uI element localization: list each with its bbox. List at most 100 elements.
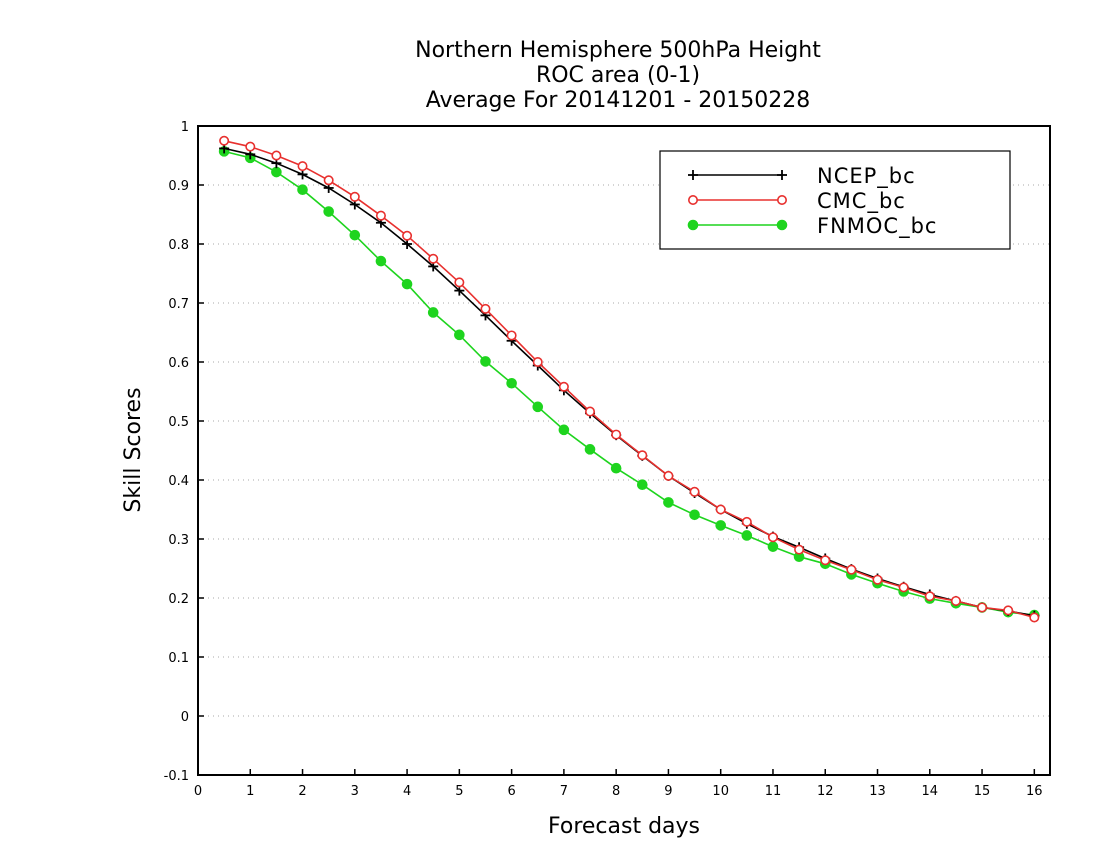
cmc-bc-point: [271, 150, 282, 161]
x-tick-label: 7: [560, 784, 568, 799]
legend-fnmoc-bc-point: [776, 219, 788, 231]
legend-label: FNMOC_bc: [817, 214, 937, 239]
cmc-bc-point: [245, 141, 256, 152]
y-tick-label: 0.3: [168, 533, 189, 548]
cmc-bc-point: [532, 356, 543, 367]
legend-item-fnmoc-bc: FNMOC_bc: [687, 214, 937, 239]
series-cmc-bc: [219, 135, 1040, 623]
fnmoc-bc-point: [375, 255, 387, 267]
cmc-bc-point: [323, 175, 334, 186]
y-axis-label: Skill Scores: [121, 387, 146, 512]
title-line-3: Average For 20141201 - 20150228: [426, 88, 811, 113]
y-tick-label: 0.6: [168, 356, 189, 371]
x-tick-label: 8: [612, 784, 620, 799]
legend-item-ncep-bc: NCEP_bc: [688, 164, 916, 189]
cmc-bc-point: [585, 406, 596, 417]
cmc-bc-point: [454, 277, 465, 288]
fnmoc-bc-point: [689, 509, 700, 521]
y-tick-label: 0.9: [168, 179, 189, 194]
cmc-bc-point: [428, 253, 439, 264]
fnmoc-bc-point: [480, 356, 491, 367]
x-axis-ticks: 0 1 2 3 4 5 6 7 8 9 10 11 12 13 14 15 16: [194, 769, 1043, 799]
x-tick-label: 0: [194, 784, 202, 799]
y-tick-label: 0.8: [168, 238, 189, 253]
x-tick-label: 1: [246, 784, 254, 799]
cmc-bc-point: [924, 591, 935, 602]
x-axis-label: Forecast days: [548, 814, 700, 839]
cmc-bc-point: [1029, 612, 1040, 623]
cmc-bc-point: [767, 532, 778, 543]
fnmoc-bc-point: [610, 462, 622, 474]
x-tick-label: 16: [1026, 784, 1043, 799]
x-tick-label: 13: [869, 784, 886, 799]
fnmoc-bc-point: [741, 530, 753, 541]
cmc-bc-point: [558, 381, 569, 392]
legend-label: NCEP_bc: [817, 164, 916, 189]
y-tick-label: 0.5: [168, 415, 189, 430]
cmc-bc-point: [846, 564, 857, 575]
chart-title: Northern Hemisphere 500hPa Height ROC ar…: [415, 38, 821, 113]
y-tick-label: 0.4: [168, 474, 189, 489]
cmc-bc-point: [663, 470, 674, 481]
cmc-bc-point: [402, 230, 413, 241]
y-tick-label: -0.1: [164, 769, 189, 784]
x-tick-label: 10: [712, 784, 729, 799]
cmc-bc-point: [715, 504, 726, 515]
legend-item-cmc-bc: CMC_bc: [687, 189, 906, 214]
cmc-bc-point: [741, 516, 752, 527]
x-tick-label: 3: [351, 784, 359, 799]
y-tick-label: 0: [181, 710, 189, 725]
fnmoc-bc-point: [663, 497, 674, 508]
y-tick-label: 0.7: [168, 297, 189, 312]
cmc-bc-point: [637, 450, 648, 461]
cmc-bc-point: [1003, 605, 1014, 616]
legend-label: CMC_bc: [817, 189, 906, 214]
cmc-bc-point: [820, 555, 831, 566]
x-tick-label: 11: [765, 784, 782, 799]
fnmoc-bc-point: [427, 307, 439, 318]
legend-cmc-bc-point: [776, 195, 787, 206]
fnmoc-bc-point: [454, 329, 465, 341]
cmc-bc-point: [977, 602, 988, 613]
y-tick-label: 0.1: [168, 651, 189, 666]
y-tick-label: 1: [181, 120, 189, 135]
title-line-2: ROC area (0-1): [536, 63, 700, 88]
cmc-bc-point: [506, 330, 517, 341]
fnmoc-bc-point: [401, 278, 413, 290]
legend-fnmoc-bc-point: [687, 219, 699, 231]
plot-frame: [197, 125, 1051, 776]
x-tick-label: 5: [455, 784, 463, 799]
legend-ncep-bc-point: [777, 170, 787, 180]
fnmoc-bc-point: [506, 377, 517, 389]
x-tick-label: 14: [922, 784, 939, 799]
cmc-bc-point: [898, 582, 909, 593]
fnmoc-bc-point: [715, 520, 726, 531]
fnmoc-bc-point: [636, 479, 648, 491]
x-tick-label: 4: [403, 784, 411, 799]
x-tick-label: 15: [974, 784, 991, 799]
fnmoc-bc-point: [297, 184, 308, 196]
fnmoc-bc-point: [558, 424, 570, 436]
cmc-bc-point: [219, 135, 230, 146]
cmc-bc-point: [375, 210, 386, 221]
fnmoc-bc-point: [323, 206, 334, 217]
y-axis-ticks: -0.1 0 0.1 0.2 0.3 0.4 0.5 0.6 0.7 0.8 0.9 1: [164, 120, 204, 784]
cmc-bc-point: [872, 574, 883, 585]
cmc-bc-point: [297, 161, 308, 172]
x-tick-label: 9: [664, 784, 672, 799]
cmc-bc-point: [611, 429, 622, 440]
fnmoc-bc-point: [767, 541, 779, 552]
cmc-bc-point: [794, 544, 805, 555]
cmc-bc-point: [689, 486, 700, 497]
fnmoc-bc-point: [584, 444, 596, 455]
legend-ncep-bc-point: [688, 170, 698, 180]
grid-lines: [198, 184, 1050, 717]
title-line-1: Northern Hemisphere 500hPa Height: [415, 38, 821, 63]
plot-series: [218, 135, 1040, 623]
fnmoc-bc-point: [271, 166, 282, 178]
legend-cmc-bc-point: [687, 195, 698, 206]
y-tick-label: 0.2: [168, 592, 189, 607]
cmc-bc-point: [950, 595, 961, 606]
